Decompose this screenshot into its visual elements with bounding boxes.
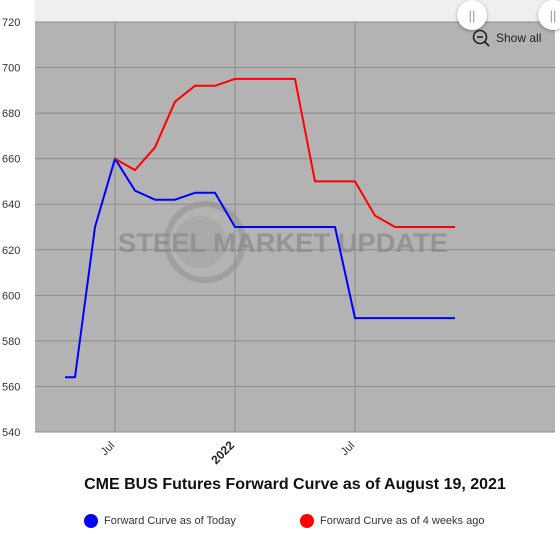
y-tick-label: 620 [2,245,20,257]
watermark: STEEL MARKET UPDATE [118,201,448,283]
y-tick-label: 640 [2,199,20,211]
handle-grip-icon: || [468,7,476,23]
y-tick-label: 720 [2,17,20,29]
navigator-handle-left[interactable]: || [457,0,487,30]
navigator-strip[interactable] [35,0,560,22]
legend: Forward Curve as of Today Forward Curve … [0,514,560,534]
x-tick-label: Jul [99,440,117,458]
y-tick-label: 600 [2,290,20,302]
watermark-logo [164,201,246,283]
grid-lines [35,21,555,433]
x-axis-ticks: Jul 2022 Jul [99,438,357,467]
watermark-text: STEEL MARKET UPDATE [118,228,448,258]
handle-grip-icon: || [549,7,557,23]
series-line-today[interactable] [65,157,455,379]
y-axis-ticks: 540 560 580 600 620 640 660 680 700 720 [2,17,20,439]
y-tick-label: 580 [2,336,20,348]
zoom-out-icon [472,29,490,47]
legend-item-today[interactable]: Forward Curve as of Today [84,514,236,528]
y-tick-label: 680 [2,108,20,120]
y-tick-label: 660 [2,154,20,166]
show-all-label: Show all [496,31,542,45]
y-tick-label: 700 [2,63,20,75]
show-all-button[interactable]: Show all [472,29,541,47]
legend-label: Forward Curve as of 4 weeks ago [320,515,485,527]
series-layer [65,77,455,379]
legend-marker-icon [300,514,314,528]
y-tick-label: 560 [2,381,20,393]
navigator-handle-right[interactable]: || [538,0,560,30]
chart-title: CME BUS Futures Forward Curve as of Augu… [84,476,506,493]
watermark-logo-inner [174,216,226,268]
legend-marker-icon [84,514,98,528]
x-tick-label: 2022 [208,438,237,467]
x-tick-label: Jul [339,440,357,458]
series-line-4-weeks-ago[interactable] [114,77,455,228]
legend-item-4-weeks-ago[interactable]: Forward Curve as of 4 weeks ago [300,514,484,528]
y-tick-label: 540 [2,427,20,439]
legend-label: Forward Curve as of Today [104,515,236,527]
